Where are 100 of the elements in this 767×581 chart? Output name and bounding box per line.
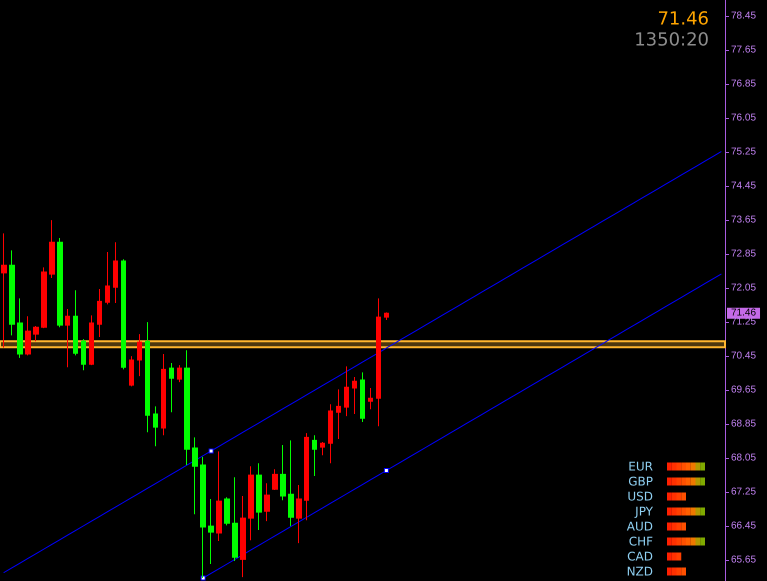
candlestick (256, 462, 262, 530)
bar (667, 552, 672, 560)
bar (681, 492, 686, 500)
bar (676, 568, 682, 576)
bar (672, 522, 676, 530)
candlestick (312, 434, 317, 477)
bar (676, 538, 682, 546)
candlestick (25, 316, 31, 356)
candlestick (232, 476, 238, 562)
y-tick-label: 68.05 (731, 452, 756, 464)
y-tick-label: CAD (627, 550, 653, 564)
y-tick-label: 67.25 (731, 486, 756, 498)
candlestick (280, 444, 286, 501)
candlestick (320, 442, 325, 456)
y-tick-label: GBP (628, 474, 653, 488)
bar (681, 462, 686, 470)
bar (690, 538, 696, 546)
bar (681, 522, 686, 530)
candlestick (352, 376, 357, 414)
bar (696, 508, 700, 516)
y-tick-label: 72.05 (731, 282, 756, 294)
bar (672, 478, 676, 486)
candlestick (177, 364, 182, 383)
bar (667, 568, 672, 576)
candlestick (344, 366, 349, 417)
candlestick (105, 252, 110, 305)
y-tick-label: CHF (628, 534, 654, 548)
bar (667, 462, 672, 470)
bar (686, 462, 691, 470)
candlestick (192, 436, 198, 515)
candlestick (49, 220, 55, 278)
bar (672, 508, 676, 516)
bar (667, 538, 672, 546)
candlestick (368, 388, 373, 410)
bar (690, 478, 696, 486)
candlestick (41, 266, 47, 329)
candlestick (17, 298, 23, 358)
y-tick-label: 75.25 (731, 146, 756, 158)
candlestick (153, 406, 158, 447)
candlestick (161, 354, 166, 436)
candlestick (288, 440, 294, 527)
bar (696, 538, 700, 546)
bar (667, 478, 672, 486)
bar (667, 522, 672, 530)
candlestick (296, 484, 302, 544)
y-tick-label: 71.25 (731, 316, 756, 328)
candlestick (169, 362, 174, 413)
bar (672, 568, 676, 576)
bar (681, 568, 686, 576)
bar (681, 478, 686, 486)
candlestick (240, 495, 246, 578)
annotation: 71.46 (657, 8, 709, 30)
bar (700, 478, 705, 486)
bar (690, 508, 696, 516)
candlestick (89, 314, 94, 366)
y-tick-label: JPY (634, 504, 654, 518)
candlestick (360, 372, 365, 423)
y-tick-label: 76.05 (731, 112, 756, 124)
bar (700, 462, 705, 470)
candlestick (384, 312, 389, 321)
y-tick-label: 70.45 (731, 350, 756, 362)
y-tick-label: 68.85 (731, 418, 756, 430)
candlestick (137, 334, 142, 377)
y-tick-label: 66.45 (731, 520, 756, 532)
candlestick (216, 450, 222, 542)
y-tick-label: 78.45 (731, 10, 756, 22)
bar (681, 508, 686, 516)
candlestick (97, 288, 102, 338)
bar (667, 508, 672, 516)
bar (686, 478, 691, 486)
point (384, 468, 389, 473)
candlestick (200, 456, 206, 579)
y-tick-label: 72.85 (731, 248, 756, 260)
candlestick (272, 468, 278, 491)
candlestick (57, 238, 63, 328)
y-tick-label: EUR (628, 460, 653, 474)
annotation: 1350:20 (634, 30, 709, 50)
candlestick (129, 356, 134, 387)
candlestick (81, 338, 86, 371)
bar (686, 508, 691, 516)
candlestick (264, 482, 270, 522)
y-tick-label: 73.65 (731, 214, 756, 226)
y-tick-label: 77.65 (731, 44, 756, 56)
bar (672, 552, 676, 560)
candlestick (376, 298, 381, 427)
y-tick-label: AUD (626, 520, 653, 534)
bar (686, 538, 691, 546)
candlestick (224, 496, 230, 526)
bar (696, 478, 700, 486)
candlestick (73, 290, 78, 356)
bar (676, 508, 682, 516)
bar (681, 538, 686, 546)
bar (672, 462, 676, 470)
bar (676, 462, 682, 470)
candlestick (33, 325, 39, 342)
y-tick-label: USD (627, 490, 653, 504)
bar (676, 478, 682, 486)
candlestick (113, 242, 118, 304)
bar (667, 492, 672, 500)
y-tick-label: NZD (626, 564, 653, 578)
